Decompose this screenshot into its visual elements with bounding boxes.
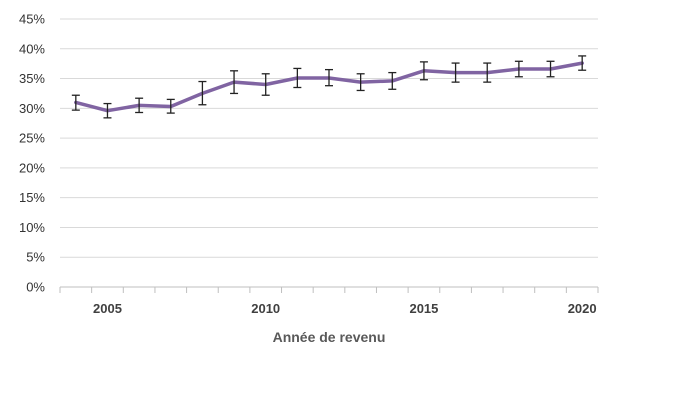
x-tick-label: 2015 [409, 301, 438, 316]
error-bar [198, 80, 207, 106]
y-axis-tick-labels: 0% 5% 10% 15% 20% 25% 30% 35% 40% 45% [19, 12, 45, 295]
y-tick-label: 25% [19, 131, 45, 146]
error-bar [546, 60, 555, 78]
error-bar [419, 61, 428, 81]
x-tick-label: 2020 [568, 301, 597, 316]
error-bar [325, 68, 333, 87]
x-tick-label: 2010 [251, 301, 280, 316]
gridlines [60, 18, 598, 258]
error-bar [103, 102, 112, 119]
error-bar [135, 97, 144, 114]
x-axis-title: Année de revenu [273, 329, 386, 345]
y-tick-label: 5% [26, 250, 45, 265]
error-bar [261, 73, 270, 96]
y-tick-label: 10% [19, 220, 45, 235]
x-tick-label: 2005 [93, 301, 122, 316]
error-bar [578, 55, 587, 71]
axes [59, 286, 599, 293]
error-bar [451, 62, 460, 83]
error-bar [514, 60, 523, 78]
error-bar [293, 67, 302, 89]
y-tick-label: 45% [19, 12, 45, 27]
error-bar [230, 70, 239, 95]
error-bar [166, 98, 175, 114]
error-bar [356, 73, 365, 92]
y-tick-label: 35% [19, 71, 45, 86]
y-tick-label: 20% [19, 160, 45, 175]
y-tick-label: 15% [19, 190, 45, 205]
y-tick-label: 40% [19, 41, 45, 56]
x-axis-tick-labels: 2005 2010 2015 2020 [93, 301, 597, 316]
y-tick-label: 0% [26, 280, 45, 295]
error-bar [71, 94, 80, 111]
error-bar [483, 62, 492, 83]
error-bar [388, 71, 397, 90]
error-bars [71, 55, 587, 119]
y-tick-label: 30% [19, 101, 45, 116]
